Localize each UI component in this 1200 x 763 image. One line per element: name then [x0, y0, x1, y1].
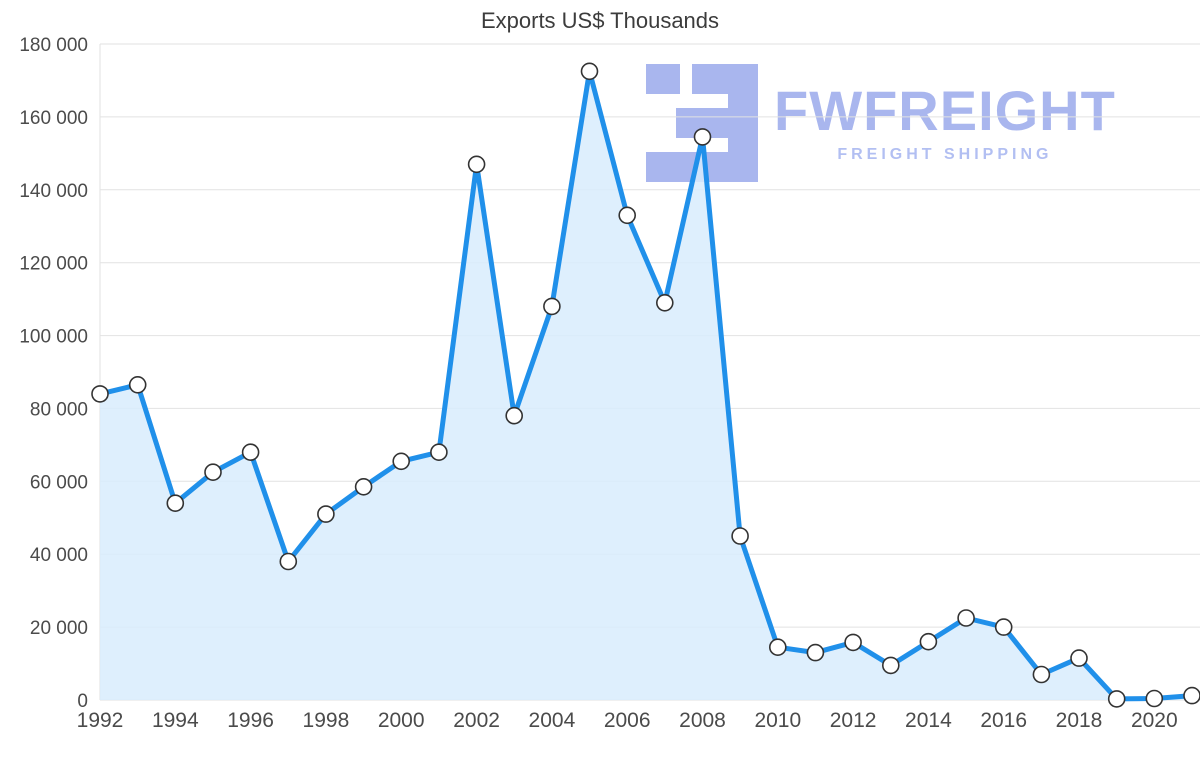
y-tick-label: 160 000: [19, 108, 88, 129]
x-tick-label: 2010: [754, 709, 801, 732]
brand-name: FWFREIGHT: [774, 79, 1116, 143]
data-point-marker: [543, 297, 561, 316]
x-tick-label: 1992: [77, 709, 124, 732]
x-tick-label: 2004: [529, 709, 576, 732]
data-line: [97, 68, 1195, 702]
x-tick-label: 2008: [679, 709, 726, 732]
area-fill: [100, 71, 1192, 701]
data-point-marker: [844, 633, 862, 652]
chart-title: Exports US$ Thousands: [480, 8, 720, 33]
logo-block: [646, 64, 680, 94]
data-point-marker: [881, 656, 900, 675]
data-point-marker: [1107, 690, 1126, 708]
data-point-marker: [618, 206, 637, 225]
x-tick-label: 2006: [604, 709, 651, 732]
y-tick-label: 0: [77, 691, 88, 712]
data-point-marker: [655, 293, 674, 312]
brand-tagline: FREIGHT SHIPPING: [837, 145, 1053, 163]
data-point-marker: [693, 128, 712, 146]
data-point-marker: [91, 385, 109, 403]
x-tick-label: 1998: [303, 709, 350, 732]
data-point-marker: [731, 527, 749, 545]
data-point-marker: [241, 443, 260, 462]
data-point-marker: [505, 406, 524, 425]
data-point-marker: [957, 609, 975, 627]
y-tick-label: 40 000: [30, 545, 88, 566]
data-point-marker: [1032, 665, 1051, 684]
x-tick-label: 2014: [905, 709, 952, 732]
x-tick-label: 2018: [1056, 709, 1103, 732]
y-tick-label: 180 000: [19, 35, 88, 56]
y-tick-label: 100 000: [19, 327, 88, 348]
data-point-marker: [128, 375, 147, 394]
data-point-marker: [768, 638, 787, 657]
data-point-marker: [392, 452, 411, 471]
data-point-marker: [1070, 649, 1088, 667]
x-tick-label: 1996: [227, 709, 274, 732]
y-tick-label: 20 000: [30, 618, 88, 639]
data-point-marker: [919, 632, 938, 651]
x-tick-label: 2012: [830, 709, 877, 732]
x-tick-label: 2002: [453, 709, 500, 732]
data-point-marker: [204, 463, 222, 482]
data-point-marker: [806, 643, 825, 662]
data-point-marker: [317, 505, 335, 523]
data-point-marker: [1183, 686, 1200, 705]
x-tick-label: 2016: [980, 709, 1027, 732]
x-tick-label: 2020: [1131, 709, 1178, 732]
y-tick-label: 120 000: [19, 254, 88, 275]
data-point-marker: [1145, 689, 1164, 708]
data-point-marker: [354, 477, 373, 496]
y-tick-label: 60 000: [30, 472, 88, 493]
data-point-marker: [279, 552, 298, 571]
data-point-marker: [430, 443, 448, 462]
x-tick-label: 2000: [378, 709, 425, 732]
data-point-marker: [467, 155, 486, 174]
y-tick-label: 80 000: [30, 399, 88, 420]
data-point-marker: [580, 62, 599, 81]
data-point-marker: [166, 494, 185, 513]
brand-text-block: FWFREIGHT FREIGHT SHIPPING: [774, 79, 1116, 164]
data-point-marker: [994, 618, 1013, 636]
x-tick-label: 1994: [152, 709, 199, 732]
y-tick-label: 140 000: [19, 181, 88, 202]
